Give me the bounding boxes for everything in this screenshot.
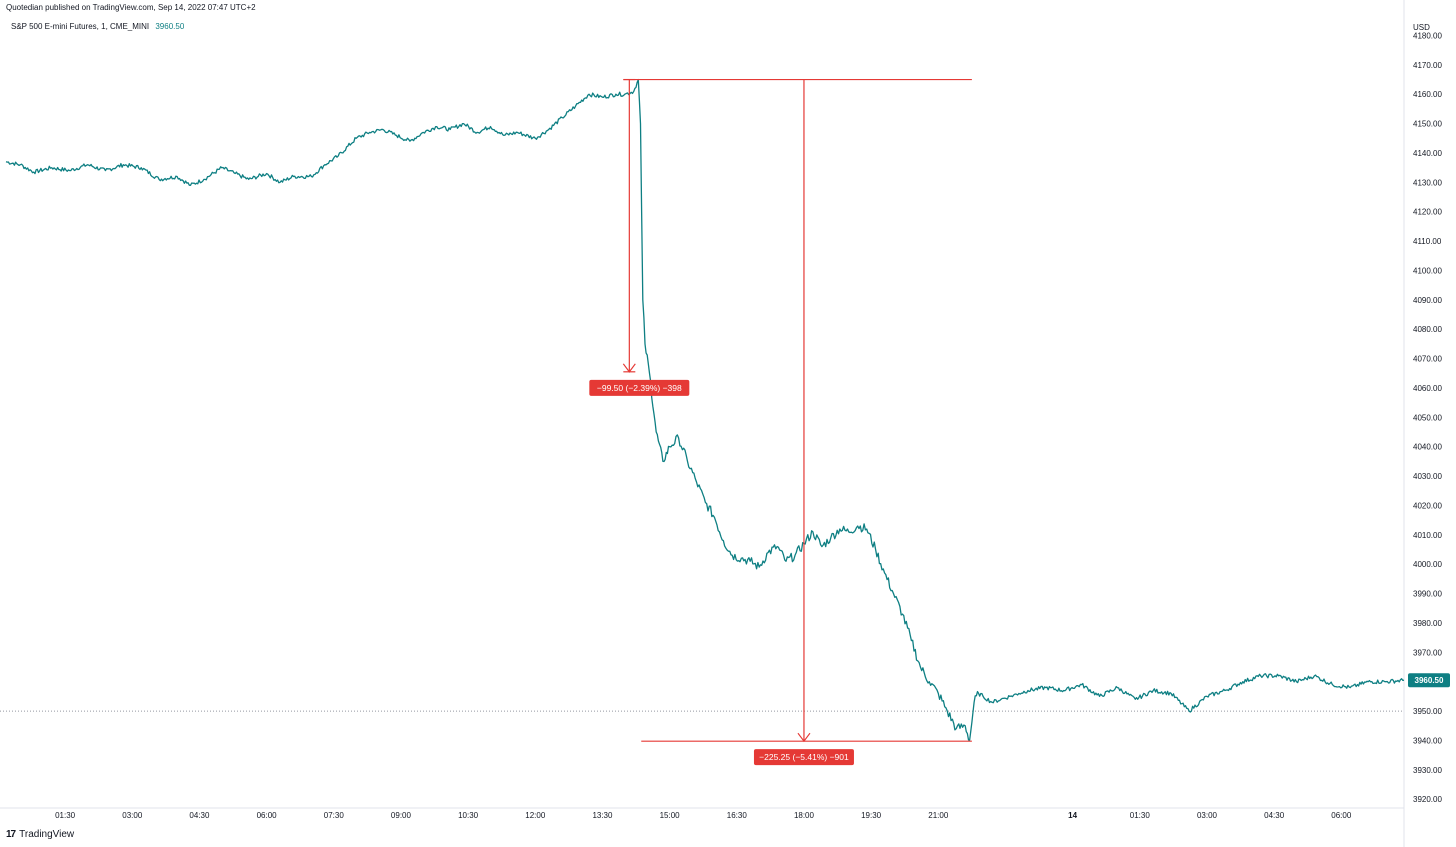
x-tick-label: 06:00 xyxy=(1331,811,1352,820)
y-tick-label: 3980.00 xyxy=(1413,619,1442,628)
y-tick-label: 4090.00 xyxy=(1413,296,1442,305)
measure-label: −225.25 (−5.41%) −901 xyxy=(759,752,849,762)
x-tick-label: 01:30 xyxy=(55,811,76,820)
tradingview-logo[interactable]: 17 TradingView xyxy=(6,829,74,840)
y-tick-label: 4050.00 xyxy=(1413,413,1442,422)
x-tick-label: 01:30 xyxy=(1130,811,1151,820)
y-tick-label: 4020.00 xyxy=(1413,501,1442,510)
measurement-1[interactable]: −99.50 (−2.39%) −398 xyxy=(589,78,690,396)
measure-label: −99.50 (−2.39%) −398 xyxy=(597,383,682,393)
y-tick-label: 4030.00 xyxy=(1413,472,1442,481)
tradingview-logo-icon: 17 xyxy=(6,829,16,840)
x-tick-label: 14 xyxy=(1068,811,1077,820)
measurement-tools[interactable]: −99.50 (−2.39%) −398 −225.25 (−5.41%) −90… xyxy=(589,78,972,766)
y-tick-label: 3920.00 xyxy=(1413,795,1442,804)
y-tick-label: 4120.00 xyxy=(1413,208,1442,217)
price-series-line xyxy=(5,78,1405,742)
x-tick-label: 16:30 xyxy=(727,811,748,820)
y-tick-label: 4100.00 xyxy=(1413,266,1442,275)
x-tick-label: 12:00 xyxy=(525,811,546,820)
y-tick-label: 4130.00 xyxy=(1413,178,1442,187)
x-tick-label: 03:00 xyxy=(1197,811,1218,820)
y-tick-label: 4040.00 xyxy=(1413,443,1442,452)
y-tick-label: 4010.00 xyxy=(1413,531,1442,540)
y-tick-label: 4150.00 xyxy=(1413,120,1442,129)
y-tick-label: 4160.00 xyxy=(1413,90,1442,99)
x-tick-label: 13:30 xyxy=(592,811,613,820)
y-tick-label: 3990.00 xyxy=(1413,590,1442,599)
last-price-marker: 3960.50 xyxy=(1408,673,1450,688)
x-tick-label: 10:30 xyxy=(458,811,479,820)
x-tick-label: 04:30 xyxy=(1264,811,1285,820)
last-price-label: 3960.50 xyxy=(1415,676,1444,685)
series-group xyxy=(5,78,1405,742)
y-tick-label: 4170.00 xyxy=(1413,61,1442,70)
x-tick-label: 19:30 xyxy=(861,811,882,820)
x-tick-label: 03:00 xyxy=(122,811,143,820)
published-line: Quotedian published on TradingView.com, … xyxy=(6,3,256,12)
x-tick-label: 21:00 xyxy=(928,811,949,820)
x-tick-label: 07:30 xyxy=(324,811,345,820)
y-tick-label: 3970.00 xyxy=(1413,648,1442,657)
x-tick-label: 04:30 xyxy=(189,811,210,820)
x-tick-label: 18:00 xyxy=(794,811,815,820)
x-tick-label: 15:00 xyxy=(660,811,681,820)
last-price-box xyxy=(1408,673,1450,688)
y-tick-label: 4140.00 xyxy=(1413,149,1442,158)
measure-arrow-icon xyxy=(622,363,636,373)
measure-label-box xyxy=(753,749,854,766)
y-tick-label: 4000.00 xyxy=(1413,560,1442,569)
symbol-last-value: 3960.50 xyxy=(155,22,185,31)
y-tick-label: 4110.00 xyxy=(1413,237,1442,246)
y-tick-label: 4080.00 xyxy=(1413,325,1442,334)
currency-label: USD xyxy=(1413,23,1430,32)
measure-arrow-icon xyxy=(797,732,811,743)
tradingview-brand-text: TradingView xyxy=(19,829,75,840)
x-tick-label: 06:00 xyxy=(257,811,278,820)
x-tick-label: 09:00 xyxy=(391,811,412,820)
y-tick-label: 4060.00 xyxy=(1413,384,1442,393)
y-tick-label: 4180.00 xyxy=(1413,31,1442,40)
y-tick-label: 3930.00 xyxy=(1413,766,1442,775)
symbol-legend[interactable]: S&P 500 E-mini Futures, 1, CME_MINI 3960… xyxy=(11,22,184,31)
measurement-2[interactable]: −225.25 (−5.41%) −901 xyxy=(623,78,972,766)
y-tick-label: 4070.00 xyxy=(1413,355,1442,364)
y-tick-label: 3940.00 xyxy=(1413,736,1442,745)
y-tick-label: 3950.00 xyxy=(1413,707,1442,716)
measure-label-box xyxy=(589,379,690,396)
symbol-title: S&P 500 E-mini Futures, 1, CME_MINI xyxy=(11,22,150,31)
time-axis[interactable]: 01:30 03:00 04:30 06:00 07:30 09:00 10:30 12:00… xyxy=(0,807,1404,820)
